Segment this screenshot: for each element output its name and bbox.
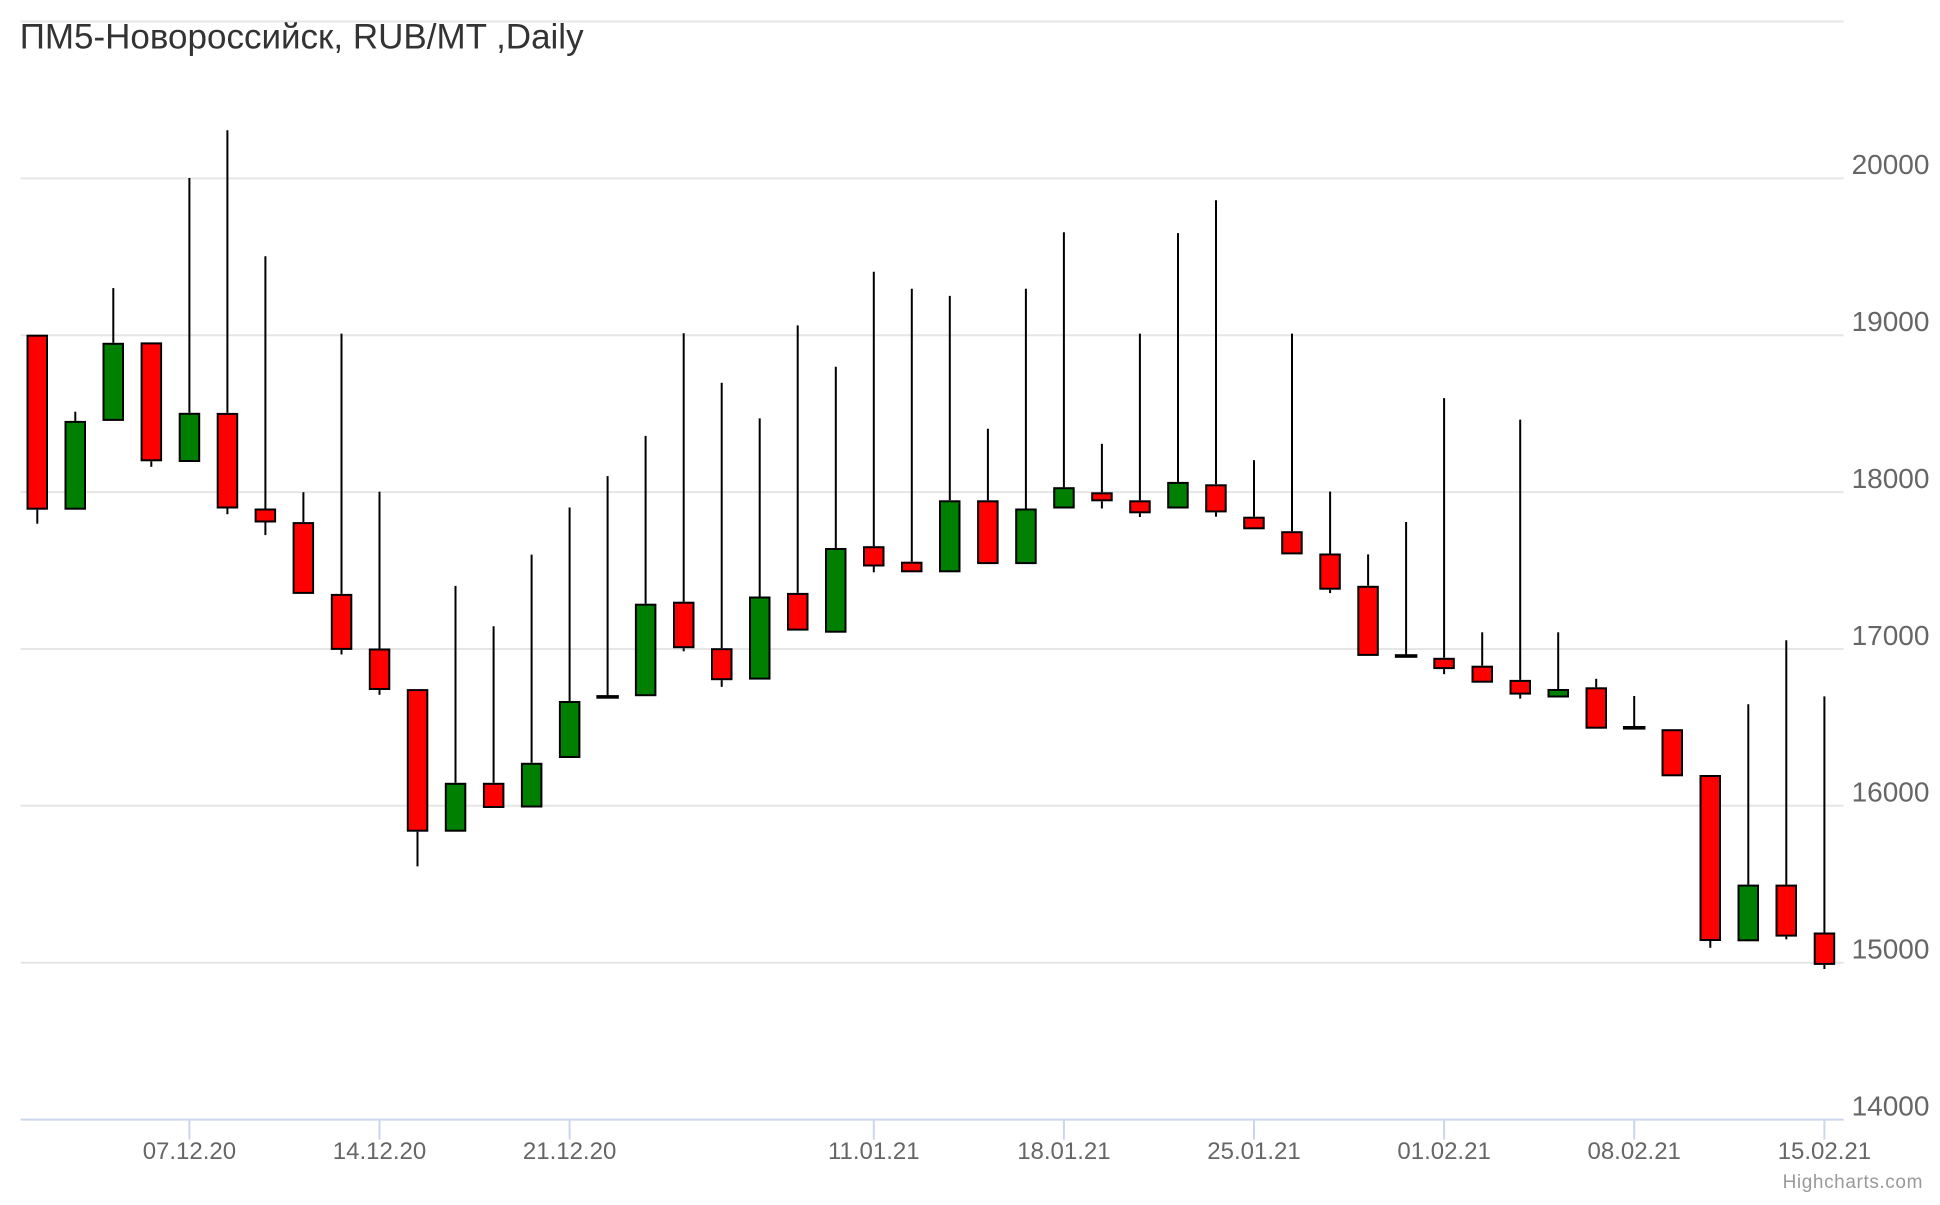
svg-text:14.12.20: 14.12.20	[333, 1138, 426, 1165]
svg-text:Highcharts.com: Highcharts.com	[1783, 1172, 1923, 1193]
svg-text:25.01.21: 25.01.21	[1207, 1138, 1300, 1165]
svg-text:21.12.20: 21.12.20	[523, 1138, 616, 1165]
svg-text:11.01.21: 11.01.21	[828, 1138, 920, 1165]
svg-text:ПМ5-Новороссийск, RUB/MT ,Dail: ПМ5-Новороссийск, RUB/MT ,Daily	[20, 18, 584, 57]
svg-text:15.02.21: 15.02.21	[1778, 1138, 1871, 1165]
svg-text:18000: 18000	[1852, 463, 1930, 494]
svg-text:15000: 15000	[1852, 934, 1930, 965]
svg-text:20000: 20000	[1852, 149, 1930, 180]
svg-text:07.12.20: 07.12.20	[143, 1138, 236, 1165]
svg-text:17000: 17000	[1852, 620, 1930, 651]
svg-text:01.02.21: 01.02.21	[1397, 1138, 1490, 1165]
svg-text:19000: 19000	[1852, 306, 1930, 337]
svg-text:14000: 14000	[1852, 1090, 1930, 1121]
svg-text:08.02.21: 08.02.21	[1587, 1138, 1680, 1165]
svg-text:16000: 16000	[1852, 777, 1930, 808]
svg-text:18.01.21: 18.01.21	[1017, 1138, 1110, 1165]
